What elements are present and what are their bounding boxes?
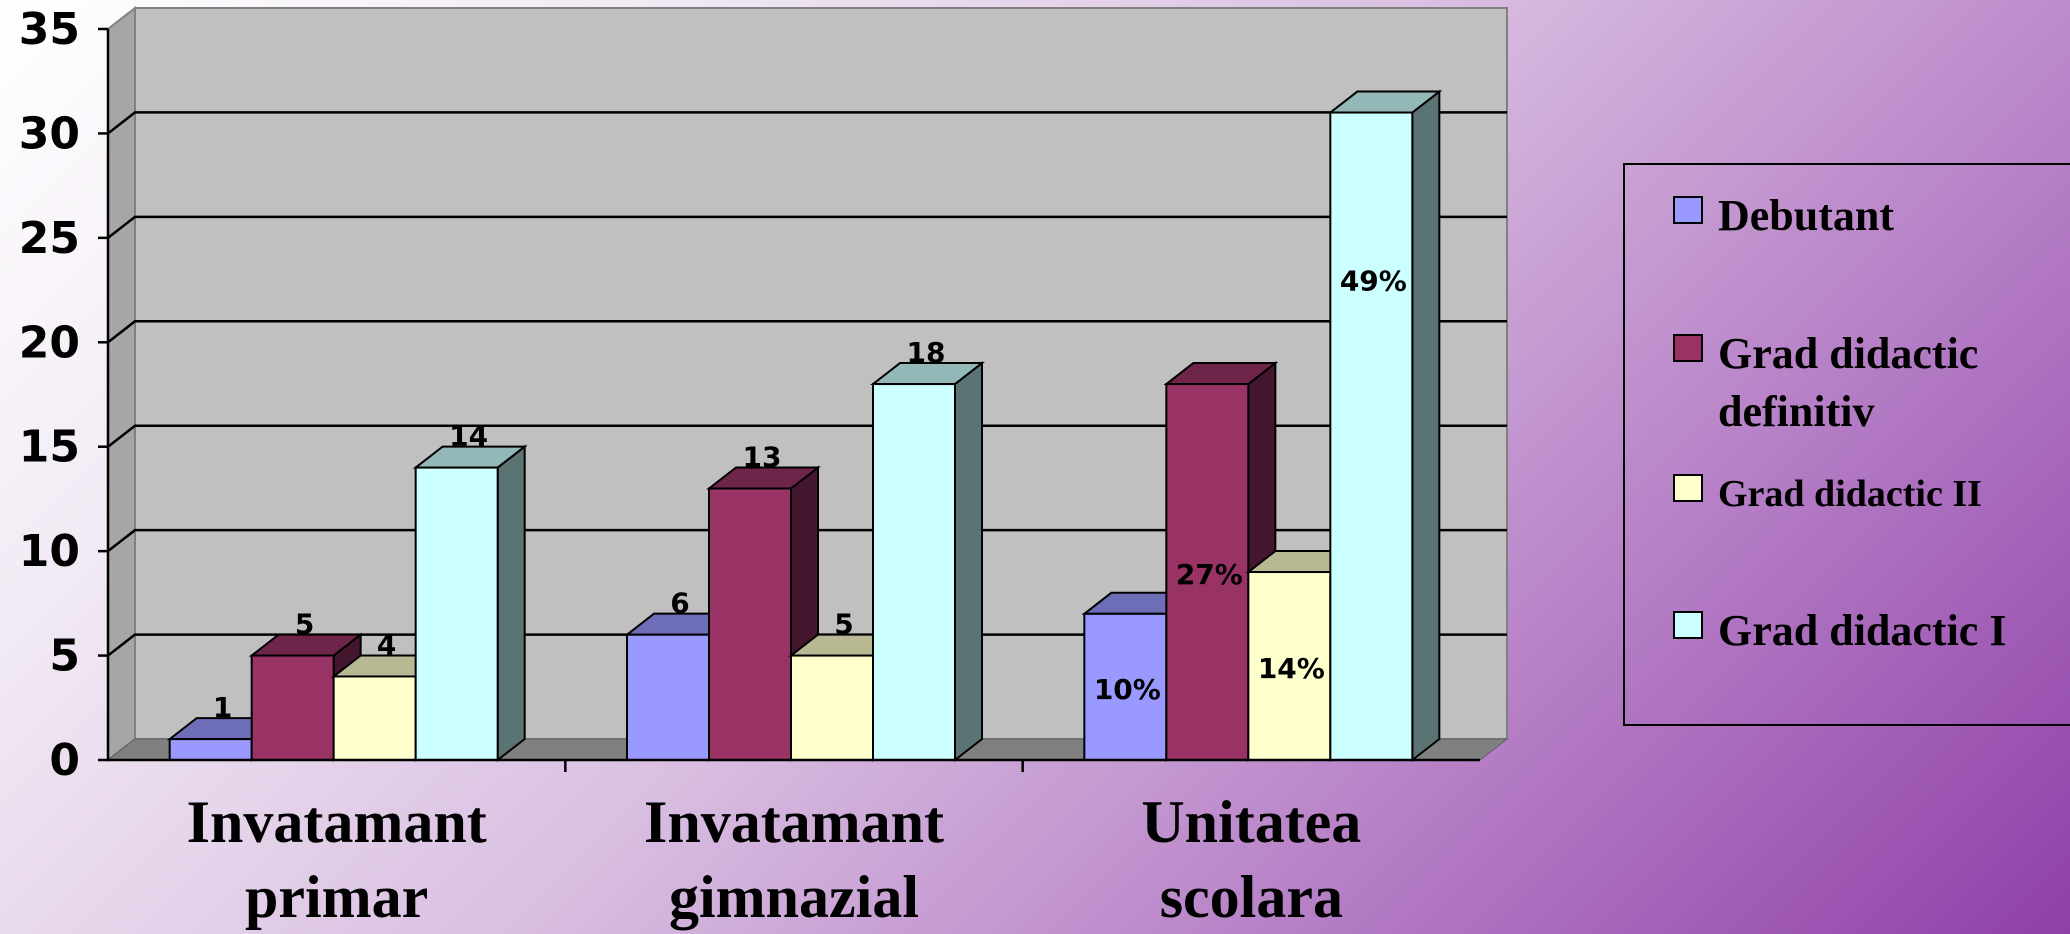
gridline <box>107 215 1507 239</box>
y-tick-label: 15 <box>19 422 80 473</box>
bar-front <box>250 654 335 761</box>
bar-front <box>414 466 499 761</box>
legend-swatch <box>1673 334 1703 362</box>
data-label: 18 <box>907 336 946 369</box>
data-label: 1 <box>213 691 232 724</box>
gridline <box>107 528 1507 553</box>
bars <box>166 89 1443 763</box>
bar-side <box>1411 89 1441 763</box>
y-tick-label: 25 <box>19 213 80 264</box>
bar <box>870 361 985 763</box>
plot-area <box>106 5 1509 763</box>
data-label: 5 <box>295 608 314 641</box>
x-tick-label: primar <box>245 864 428 930</box>
legend-label: Debutant <box>1718 191 1895 240</box>
y-tick-label: 20 <box>19 317 80 368</box>
data-labels: 1 5 4 14 6 13 5 18 10% 27% 14% 49% <box>213 265 1407 725</box>
bar-front <box>1329 111 1414 762</box>
data-label: 5 <box>834 608 853 641</box>
y-tick-label: 35 <box>19 4 80 55</box>
y-tick-label: 0 <box>49 735 80 786</box>
x-tick-label: Unitatea <box>1141 789 1361 855</box>
legend-item-grad-ii: Grad didactic II <box>1673 465 1982 523</box>
data-label: 49% <box>1340 265 1407 298</box>
legend-item-grad-definitiv: Grad didactic definitiv <box>1673 325 2013 441</box>
legend-item-grad-i: Grad didactic I <box>1673 602 2006 660</box>
legend-swatch <box>1673 196 1703 224</box>
data-label: 10% <box>1094 673 1161 706</box>
side-wall <box>107 5 136 763</box>
bar-front <box>872 383 956 761</box>
data-label: 13 <box>743 440 782 473</box>
y-tick-label: 5 <box>49 631 80 682</box>
legend-item-debutant: Debutant <box>1673 187 1894 245</box>
bar-side <box>496 444 526 763</box>
bar-front <box>626 633 710 762</box>
data-label: 14 <box>449 420 488 453</box>
x-tick-label: Invatamant <box>644 789 944 855</box>
bar-front <box>332 675 417 762</box>
gridline <box>107 424 1507 448</box>
bar-front <box>708 487 792 761</box>
axes: 05101520253035InvatamantprimarInvatamant… <box>19 4 1480 930</box>
x-tick-label: Invatamant <box>187 789 487 855</box>
legend: Debutant Grad didactic definitiv Grad di… <box>1623 163 2070 726</box>
x-tick-label: scolara <box>1160 864 1343 930</box>
gridline <box>107 111 1507 135</box>
bar <box>1327 89 1443 763</box>
y-tick-label: 30 <box>19 108 80 159</box>
data-label: 6 <box>670 587 689 620</box>
data-label: 27% <box>1176 558 1243 591</box>
legend-label: Grad didactic definitiv <box>1718 329 1979 436</box>
data-label: 14% <box>1258 652 1325 685</box>
bar-front <box>790 654 874 761</box>
data-label: 4 <box>377 628 396 661</box>
gridlines <box>107 111 1507 657</box>
x-tick-label: gimnazial <box>669 864 919 930</box>
bar-front <box>168 738 253 761</box>
gridline <box>107 320 1507 344</box>
gridline <box>107 633 1507 657</box>
legend-swatch <box>1673 474 1703 502</box>
legend-label: Grad didactic I <box>1718 606 2007 655</box>
bar-side <box>954 361 983 763</box>
legend-swatch <box>1673 611 1703 639</box>
legend-label: Grad didactic II <box>1718 473 1982 515</box>
bar <box>412 444 528 763</box>
y-tick-label: 10 <box>19 526 80 577</box>
